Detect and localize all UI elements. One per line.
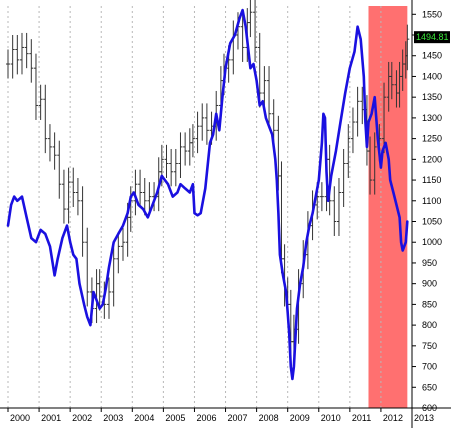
y-tick-label-1250: 1250 [422, 134, 442, 144]
last-value-label: 1494.81 [416, 32, 449, 42]
x-tick-label-2009: 2009 [290, 413, 310, 423]
y-tick-label-1100: 1100 [422, 196, 441, 206]
y-tick-label-750: 750 [422, 341, 437, 351]
y-tick-label-850: 850 [422, 299, 437, 309]
y-tick-label-1150: 1150 [422, 175, 441, 185]
x-tick-label-2007: 2007 [228, 413, 248, 423]
y-tick-label-1400: 1400 [422, 71, 442, 81]
x-tick-label-2008: 2008 [259, 413, 279, 423]
series-line-blue [6, 8, 409, 381]
x-tick-label-2006: 2006 [196, 413, 216, 423]
y-tick-label-1300: 1300 [422, 113, 442, 123]
y-tick-label-1350: 1350 [422, 92, 442, 102]
y-tick-label-800: 800 [422, 320, 437, 330]
y-tick-label-900: 900 [422, 279, 437, 289]
x-tick-label-2004: 2004 [134, 413, 154, 423]
y-tick-label-650: 650 [422, 382, 437, 392]
y-tick-label-1550: 1550 [422, 9, 442, 19]
y-tick-label-950: 950 [422, 258, 437, 268]
y-tick-label-600: 600 [422, 403, 437, 413]
x-tick-label-2011: 2011 [352, 413, 371, 423]
highlight-region [368, 6, 408, 408]
y-tick-label-1450: 1450 [422, 51, 442, 61]
y-tick-label-700: 700 [422, 362, 437, 372]
y-tick-label-1050: 1050 [422, 217, 442, 227]
x-tick-label-2002: 2002 [72, 413, 92, 423]
y-tick-label-1000: 1000 [422, 237, 442, 247]
x-tick-label-2000: 2000 [10, 413, 30, 423]
last-value-box [414, 31, 450, 44]
x-tick-label-2010: 2010 [321, 413, 341, 423]
x-tick-label-2001: 2001 [41, 413, 61, 423]
y-tick-label-1200: 1200 [422, 154, 442, 164]
x-tick-label-2013: 2013 [414, 413, 434, 423]
x-tick-label-2003: 2003 [103, 413, 123, 423]
x-tick-label-2005: 2005 [165, 413, 185, 423]
x-tick-label-2012: 2012 [383, 413, 403, 423]
